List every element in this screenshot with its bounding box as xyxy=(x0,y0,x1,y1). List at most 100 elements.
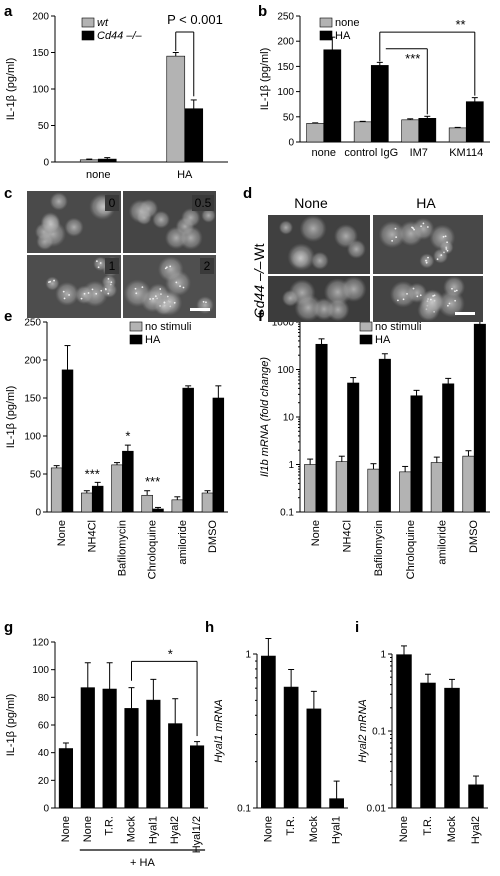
legend-swatch-1 xyxy=(319,30,333,41)
y-tick-label: 100 xyxy=(277,365,294,376)
x-tick-label: Hyal2 xyxy=(470,816,482,844)
panel-letter-b: b xyxy=(258,3,267,20)
vesicle-dot xyxy=(454,299,457,302)
vesicle-dot xyxy=(412,227,414,230)
vesicle-dot xyxy=(62,290,65,293)
y-tick-label: 1 xyxy=(245,650,251,661)
x-tick-label: Hyal1 xyxy=(331,816,343,844)
cell xyxy=(40,214,61,235)
bar-f-no-stimuli-2 xyxy=(367,468,380,513)
y-tick-label: 0 xyxy=(43,804,49,815)
cell xyxy=(294,294,322,322)
cell xyxy=(49,192,68,211)
panel-letter-f: f xyxy=(258,308,264,325)
bar-g-series-2 xyxy=(102,688,117,809)
label-box-c-0 xyxy=(105,195,119,211)
vesicle-dot xyxy=(455,289,458,292)
x-tick-label: Bafilomycin xyxy=(373,520,385,576)
vesicle-dot xyxy=(182,286,185,289)
vesicle-dot xyxy=(444,235,447,238)
row-label-cd44: Cd44 –/– xyxy=(251,261,267,318)
bar-g-series-3 xyxy=(124,708,139,809)
y-tick-label: 200 xyxy=(24,356,41,367)
y-tick-label: 0.1 xyxy=(372,727,386,738)
significance-stars: ** xyxy=(455,17,465,32)
significance-stars: * xyxy=(168,646,173,661)
legend-swatch-0 xyxy=(81,17,95,28)
x-tick-label: None xyxy=(310,520,322,546)
cell xyxy=(278,220,294,235)
cell xyxy=(128,199,153,224)
vesicle-dot xyxy=(107,277,110,280)
significance-stars: *** xyxy=(405,51,420,66)
cell xyxy=(55,281,80,306)
bar-e-ha-2 xyxy=(122,450,134,513)
y-axis-title: IL-1β (pg/ml) xyxy=(5,58,17,121)
bar-e-no-stimuli-2 xyxy=(111,464,123,513)
y-tick-label: 200 xyxy=(277,37,294,48)
legend-swatch-0 xyxy=(129,321,143,332)
legend-label: no stimuli xyxy=(375,321,421,333)
x-tick-label: none xyxy=(86,169,110,181)
bar-i-series-2 xyxy=(444,687,460,809)
y-tick-label: 20 xyxy=(38,776,50,787)
chart-g: 0 20 40 60 80 100 120 IL-1β (pg/ml) None None T.R.… xyxy=(5,638,208,869)
column-label-ha: HA xyxy=(416,195,436,211)
x-tick-label: control IgG xyxy=(344,147,398,159)
x-tick-label: Hyal1 xyxy=(147,816,159,844)
bar-h-series-2 xyxy=(306,708,322,809)
vesicle-dot xyxy=(425,259,427,262)
vesicle-dot xyxy=(169,265,172,268)
chart-i: 0.01 0.1 1 Hyal2 mRNA None T.R. Mock Hyal2 xyxy=(357,645,488,844)
label-box-c-1 xyxy=(105,258,119,274)
bar-b-none-0 xyxy=(306,123,325,143)
vesicle-dot xyxy=(433,294,436,297)
legend-label: none xyxy=(335,17,359,29)
bar-e-no-stimuli-0 xyxy=(50,467,63,513)
vesicle-dot xyxy=(99,262,102,264)
bar-i-series-3 xyxy=(468,784,484,809)
cell xyxy=(157,256,184,283)
bar-e-ha-3 xyxy=(152,508,164,513)
y-tick-label: 40 xyxy=(38,748,50,759)
group-label: + HA xyxy=(130,857,155,869)
x-tick-label: None xyxy=(262,816,274,842)
panel-letter-g: g xyxy=(4,619,13,636)
vesicle-dot xyxy=(134,287,137,290)
x-tick-label: NH4Cl xyxy=(342,520,354,552)
label-c-0.5: 0.5 xyxy=(195,196,212,210)
x-tick-label: amiloride xyxy=(437,520,449,565)
vesicle-dot xyxy=(80,297,83,300)
bar-f-no-stimuli-1 xyxy=(335,461,348,513)
legend-swatch-1 xyxy=(129,334,143,345)
y-tick-label: 150 xyxy=(32,48,49,59)
p-value-annotation: P < 0.001 xyxy=(167,12,223,27)
vesicle-dot xyxy=(427,256,429,259)
x-tick-label: HA xyxy=(177,169,193,181)
vesicle-dot xyxy=(402,298,405,301)
bar-f-no-stimuli-5 xyxy=(462,455,475,513)
vesicle-dot xyxy=(152,297,155,300)
y-tick-label: 150 xyxy=(24,394,41,405)
cell xyxy=(389,280,417,308)
y-tick-label: 120 xyxy=(32,638,49,649)
cells-d xyxy=(278,215,466,322)
y-tick-label: 100 xyxy=(277,87,294,98)
bar-g-series-1 xyxy=(80,687,95,809)
vesicle-dot xyxy=(164,267,167,270)
bar-f-ha-4 xyxy=(442,383,455,513)
y-axis-title: IL-1β (pg/ml) xyxy=(5,386,17,449)
panel-letter-i: i xyxy=(355,619,359,636)
cell xyxy=(378,221,406,249)
vesicle-dot xyxy=(413,228,415,231)
bar-b-ha-2 xyxy=(418,118,437,143)
cell xyxy=(443,276,466,299)
y-tick-label: 60 xyxy=(38,721,50,732)
legend-label: wt xyxy=(97,17,109,29)
vesicle-dot xyxy=(202,300,205,303)
bar-g-series-5 xyxy=(168,723,183,809)
chart-h: 0.1 1 Hyal1 mRNA None T.R. Mock Hyal1 xyxy=(213,637,348,844)
y-tick-label: 50 xyxy=(38,121,50,132)
vesicle-dot xyxy=(159,288,162,290)
bar-f-no-stimuli-0 xyxy=(304,464,317,513)
